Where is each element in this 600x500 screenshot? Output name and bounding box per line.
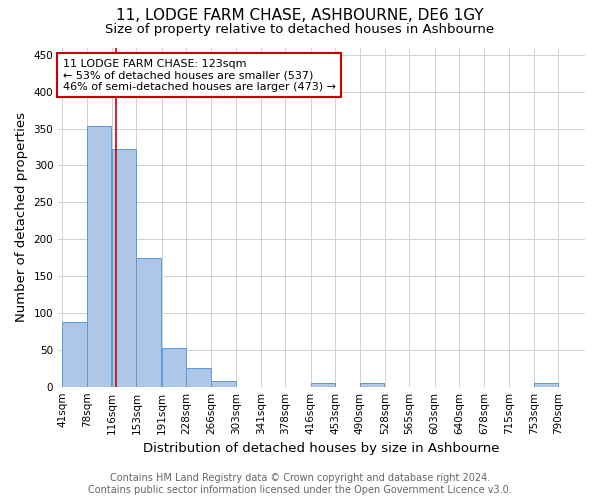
Bar [136, 258, 161, 386]
Bar [359, 383, 384, 386]
Bar [112, 148, 136, 386]
Bar [534, 383, 559, 386]
Text: Size of property relative to detached houses in Ashbourne: Size of property relative to detached ho… [106, 22, 494, 36]
Text: 11 LODGE FARM CHASE: 123sqm
← 53% of detached houses are smaller (537)
46% of se: 11 LODGE FARM CHASE: 123sqm ← 53% of det… [63, 58, 336, 92]
Bar [211, 381, 236, 386]
Text: Contains HM Land Registry data © Crown copyright and database right 2024.
Contai: Contains HM Land Registry data © Crown c… [88, 474, 512, 495]
Bar [62, 322, 86, 386]
Y-axis label: Number of detached properties: Number of detached properties [15, 112, 28, 322]
Bar [86, 126, 111, 386]
Text: 11, LODGE FARM CHASE, ASHBOURNE, DE6 1GY: 11, LODGE FARM CHASE, ASHBOURNE, DE6 1GY [116, 8, 484, 22]
Bar [161, 348, 186, 387]
Bar [311, 383, 335, 386]
Bar [186, 368, 211, 386]
X-axis label: Distribution of detached houses by size in Ashbourne: Distribution of detached houses by size … [143, 442, 500, 455]
